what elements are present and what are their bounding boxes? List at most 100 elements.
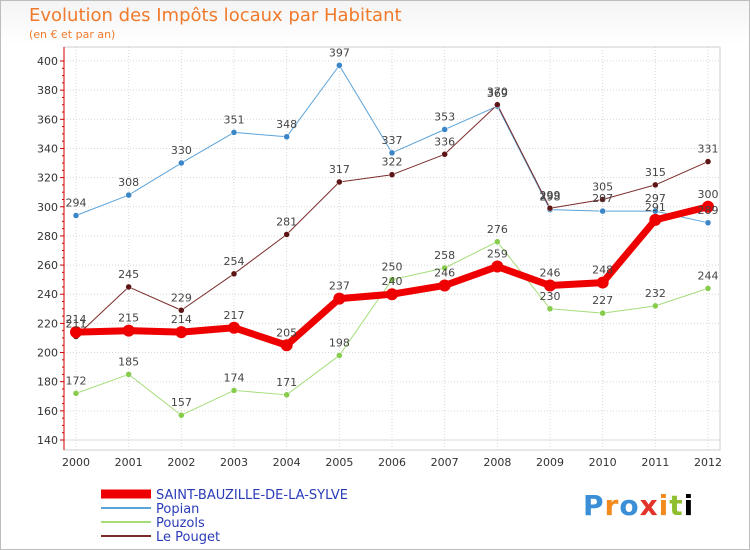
y-tick-label: 180 [37, 376, 58, 389]
data-point [599, 196, 606, 203]
data-labels: 294 308 330 351 348 397 337 353 369 298 297 297 289 1… [66, 46, 719, 409]
data-label: 205 [276, 326, 297, 339]
x-tick-label: 2005 [325, 456, 353, 469]
x-tick-label: 2008 [483, 456, 511, 469]
data-label: 246 [540, 266, 561, 279]
data-point [333, 292, 346, 305]
data-label: 258 [434, 249, 455, 262]
data-point [388, 149, 396, 157]
data-point [283, 391, 290, 399]
data-point [494, 238, 501, 246]
data-point [125, 283, 132, 291]
data-label: 157 [171, 396, 192, 409]
data-label: 259 [487, 248, 508, 261]
x-tick-label: 2007 [431, 456, 459, 469]
data-point [544, 279, 556, 292]
data-point [704, 219, 712, 227]
data-point [336, 178, 343, 186]
data-point [704, 285, 712, 292]
data-point [441, 151, 448, 158]
data-label: 299 [540, 189, 561, 202]
data-label: 171 [276, 376, 297, 389]
y-tick-label: 280 [37, 230, 58, 243]
axes: 140 160 180 200 220 240 260 280 300 320 340 360 380 4… [37, 46, 722, 469]
x-tick-label: 2001 [115, 456, 143, 469]
series-points [70, 62, 714, 419]
data-point [388, 276, 396, 283]
data-point [599, 207, 606, 215]
data-point [125, 191, 132, 199]
data-label: 297 [645, 192, 666, 205]
data-label: 245 [118, 268, 139, 281]
data-point [336, 352, 343, 359]
proxiti-logo: Proxiti [583, 489, 695, 522]
y-tick-label: 360 [37, 113, 58, 126]
data-label: 276 [487, 223, 508, 236]
data-label: 281 [276, 215, 297, 228]
data-point [175, 326, 188, 339]
data-point [388, 171, 396, 178]
legend-label: Popian [156, 502, 199, 517]
data-label: 254 [224, 255, 245, 268]
data-point [336, 62, 343, 69]
x-tick-label: 2006 [378, 456, 406, 469]
y-tick-label: 200 [37, 347, 58, 360]
data-point [228, 321, 240, 334]
data-point [546, 305, 554, 313]
data-label: 248 [592, 264, 613, 277]
data-point [230, 129, 238, 136]
data-point [283, 231, 290, 238]
data-label: 351 [224, 113, 245, 126]
data-point [280, 339, 293, 352]
data-label: 331 [698, 143, 719, 156]
data-point [652, 181, 659, 189]
data-label: 214 [171, 313, 192, 326]
x-tick-label: 2011 [641, 456, 669, 469]
legend: SAINT-BAUZILLE-DE-LA-SYLVEPopianPouzolsL… [101, 488, 348, 545]
data-label: 322 [382, 156, 403, 169]
data-label: 305 [592, 180, 613, 193]
data-point [230, 270, 238, 278]
y-tick-label: 160 [37, 405, 58, 418]
data-label: 369 [487, 87, 508, 100]
y-tick-label: 380 [37, 84, 58, 97]
x-tick-label: 2003 [220, 456, 248, 469]
data-point [704, 158, 712, 165]
data-label: 246 [434, 266, 455, 279]
x-tick-label: 2004 [273, 456, 301, 469]
data-point [178, 307, 185, 314]
data-label: 240 [382, 275, 403, 288]
data-label: 291 [645, 201, 666, 214]
data-label: 330 [171, 144, 192, 157]
data-point [438, 279, 451, 292]
y-tick-label: 240 [37, 288, 58, 301]
data-point [386, 288, 398, 301]
data-label: 215 [118, 312, 139, 325]
data-point [125, 371, 132, 378]
data-point [283, 133, 290, 141]
data-label: 172 [66, 374, 87, 387]
chart-title: Evolution des Impôts locaux par Habitant [29, 5, 402, 26]
data-label: 317 [329, 163, 350, 176]
data-label: 353 [434, 111, 455, 124]
data-point [122, 324, 135, 337]
data-point [441, 264, 448, 272]
data-point [491, 260, 504, 273]
y-tick-label: 260 [37, 259, 58, 272]
data-label: 230 [540, 290, 561, 303]
data-label: 174 [224, 371, 245, 384]
data-label: 211 [66, 318, 87, 331]
data-label: 198 [329, 336, 350, 349]
data-point [546, 204, 554, 212]
data-label: 298 [540, 191, 561, 204]
grid-lines [64, 47, 720, 450]
data-label: 336 [434, 135, 455, 148]
data-point [494, 101, 501, 108]
data-label: 337 [382, 134, 403, 147]
legend-label: Pouzols [156, 516, 205, 531]
data-label: 217 [224, 309, 245, 322]
data-label: 348 [276, 118, 297, 131]
data-label: 300 [698, 188, 719, 201]
